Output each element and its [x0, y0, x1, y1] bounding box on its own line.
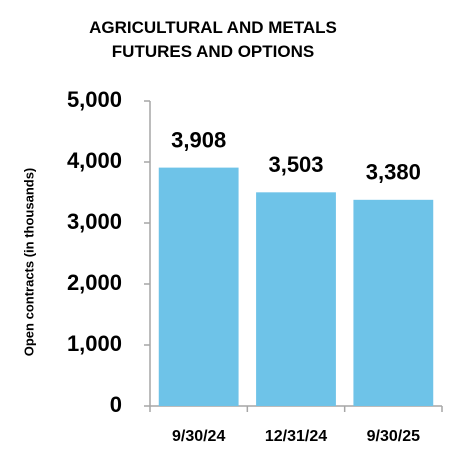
bar: [353, 199, 434, 406]
y-tick-label: 0: [110, 392, 122, 417]
y-tick-label: 3,000: [67, 209, 122, 234]
x-tick-label: 12/31/24: [265, 428, 327, 445]
x-tick-label: 9/30/25: [367, 428, 420, 445]
value-label: 3,908: [171, 127, 226, 152]
bar: [158, 167, 239, 406]
value-label: 3,380: [366, 160, 421, 185]
bar: [256, 192, 336, 406]
chart-title: AGRICULTURAL AND METALS FUTURES AND OPTI…: [89, 18, 337, 61]
y-tick-label: 5,000: [67, 87, 122, 112]
x-tick-label: 9/30/24: [172, 428, 225, 445]
y-tick-label: 1,000: [67, 331, 122, 356]
value-label: 3,503: [268, 152, 323, 177]
y-axis-label: Open contracts (in thousands): [21, 168, 36, 357]
y-tick-label: 2,000: [67, 270, 122, 295]
y-tick-label: 4,000: [67, 148, 122, 173]
